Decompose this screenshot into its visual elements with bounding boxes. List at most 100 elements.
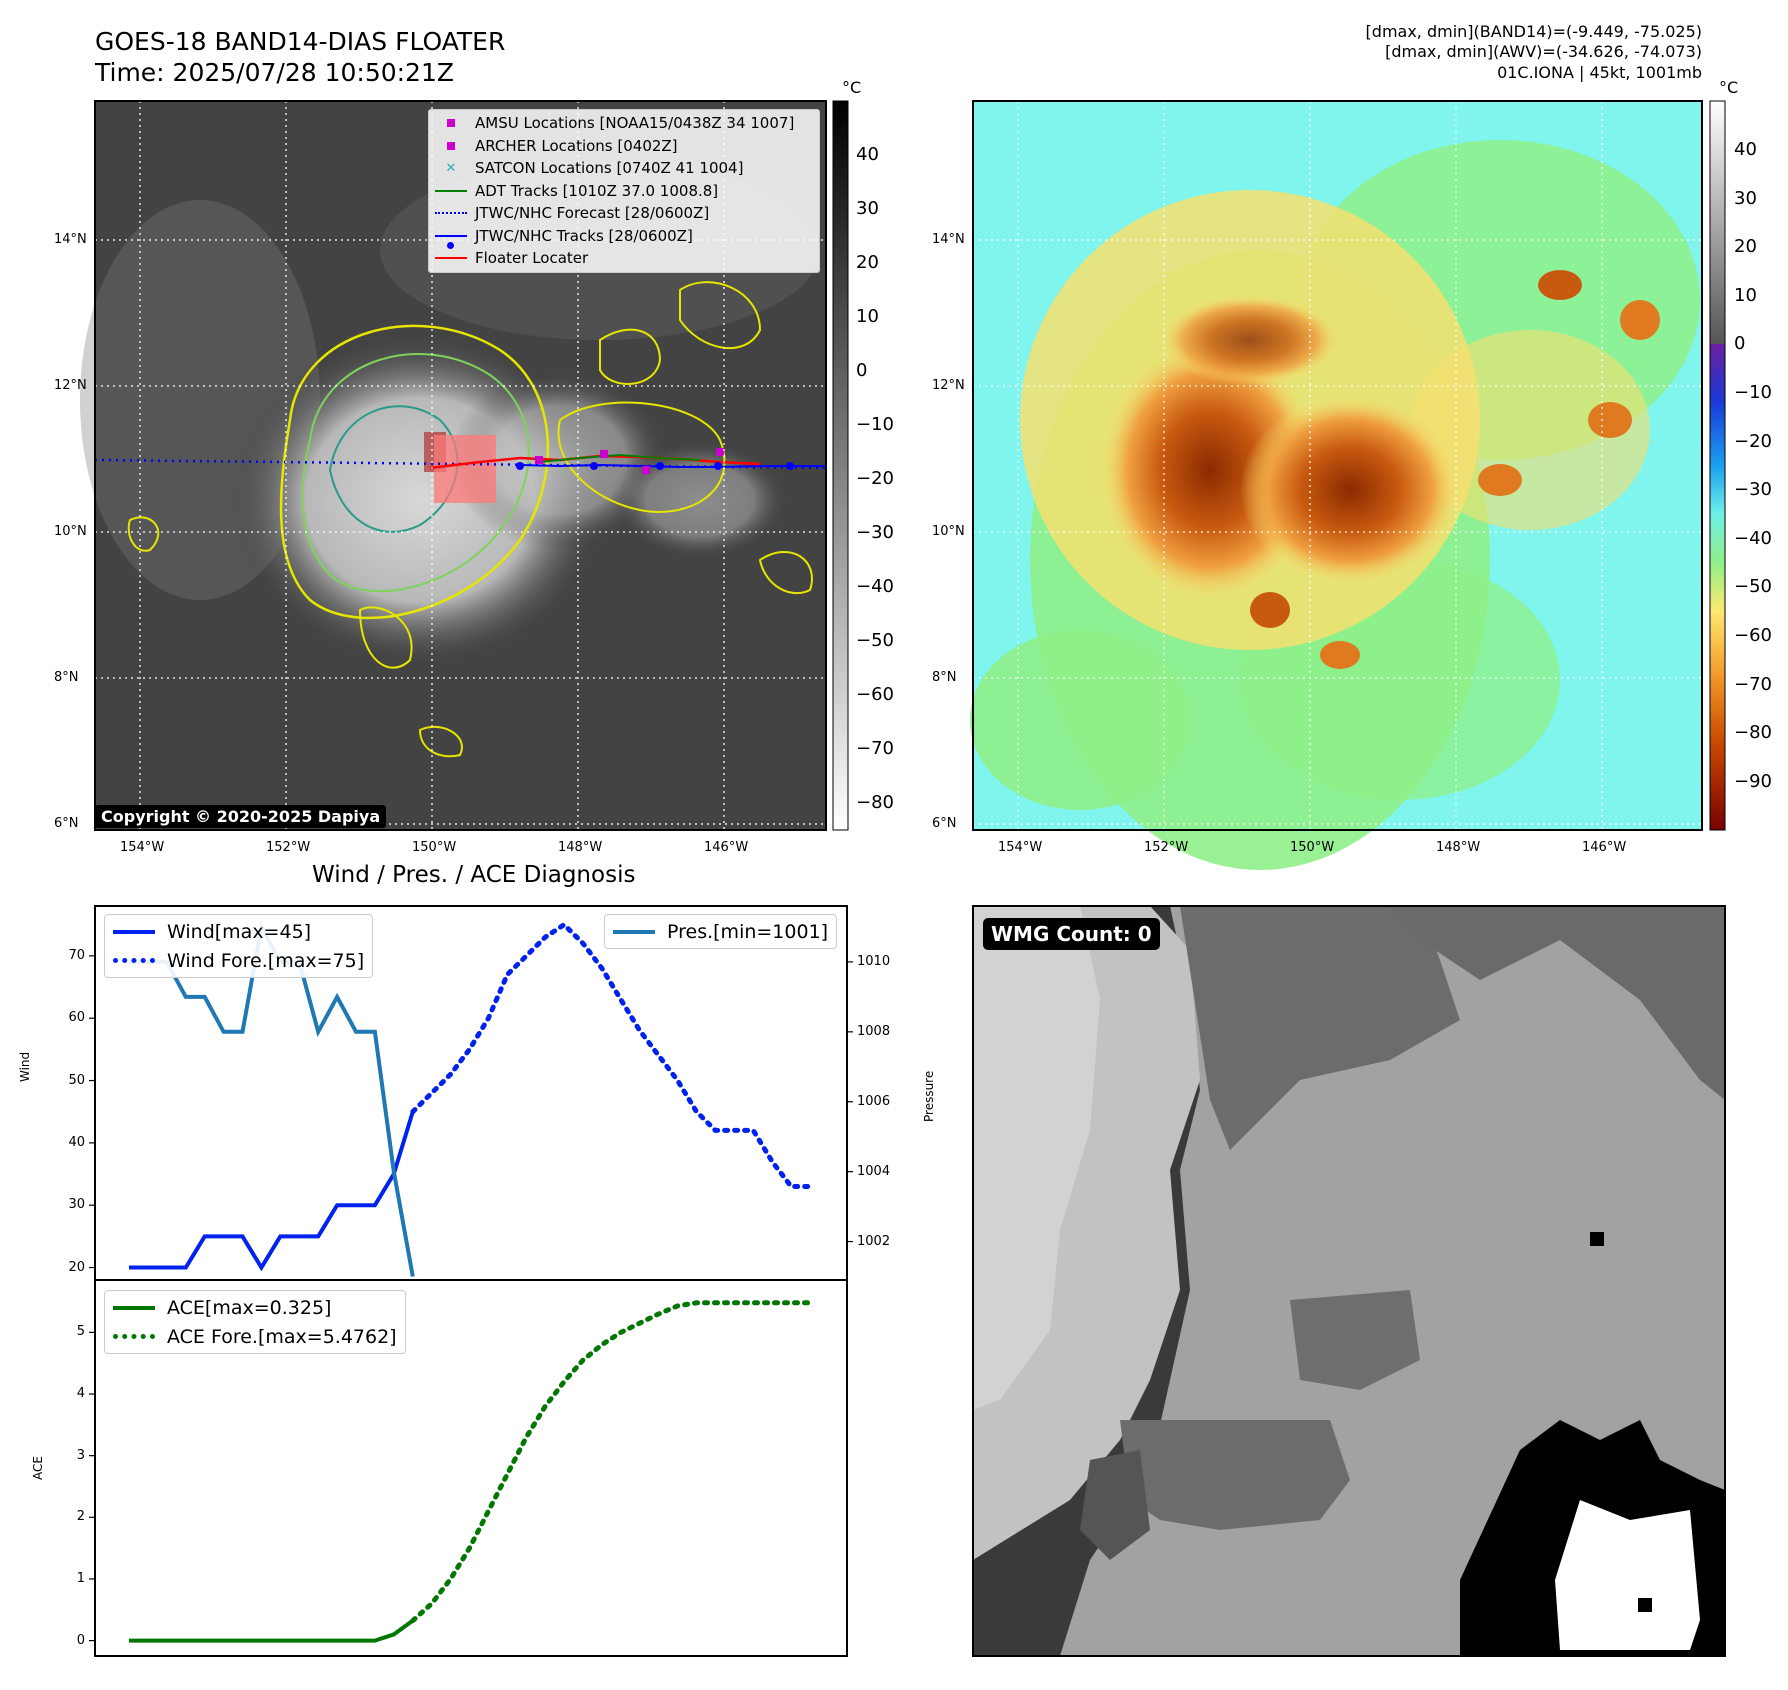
wind-axis-tick-label: 30 — [68, 1197, 85, 1213]
pressure-legend: Pres.[min=1001] — [604, 914, 838, 949]
blue-dotted-line-icon — [111, 958, 157, 963]
legend-label: SATCON Locations [0740Z 41 1004] — [475, 159, 744, 178]
ace-axis-tick-label: 1 — [76, 1570, 85, 1586]
ir-colorbar-tick-label: −80 — [856, 792, 894, 813]
ir-lon-label: 146°W — [704, 840, 749, 855]
ir-lon-label: 148°W — [558, 840, 603, 855]
awv-lat-label: 12°N — [932, 378, 965, 393]
legend-item-wind-forecast: Wind Fore.[max=75] — [105, 946, 364, 975]
ace-axis-label: ACE — [31, 1456, 45, 1480]
wind-series-layer — [129, 921, 813, 1272]
ir-lat-label: 10°N — [54, 524, 87, 539]
track-legend: AMSU Locations [NOAA15/0438Z 34 1007] AR… — [428, 109, 820, 273]
wind-axis-ticks — [89, 955, 95, 1269]
awv-colorbar-tick-label: −70 — [1734, 673, 1772, 695]
pressure-axis-tick-label: 1008 — [857, 1023, 891, 1039]
ir-lat-label: 14°N — [54, 232, 87, 247]
ir-lon-label: 154°W — [120, 840, 165, 855]
legend-item-pressure: Pres.[min=1001] — [605, 917, 828, 946]
info-line2: [dmax, dmin](AWV)=(-34.626, -74.073) — [1385, 42, 1702, 61]
wmg-count-badge: WMG Count: 0 — [983, 918, 1160, 950]
legend-item-tracks: JTWC/NHC Tracks [28/0600Z] — [429, 225, 819, 249]
awv-lat-label: 6°N — [932, 816, 957, 831]
ace-series-layer — [129, 1300, 813, 1643]
ace-axis-tick-label: 5 — [76, 1324, 85, 1340]
wind-axis-label: Wind — [18, 1051, 32, 1082]
awv-lon-label: 148°W — [1436, 840, 1481, 855]
pressure-axis-tick-label: 1002 — [857, 1233, 891, 1249]
copyright-badge: Copyright © 2020-2025 Dapiya — [95, 805, 387, 828]
ir-colorbar-tick-label: 40 — [856, 144, 879, 165]
ir-lon-label: 150°W — [412, 840, 457, 855]
awv-colorbar-tick-label: −50 — [1734, 576, 1772, 598]
awv-colorbar-tick-label: 0 — [1734, 333, 1746, 355]
green-dotted-line-icon — [111, 1334, 157, 1339]
legend-item-wind: Wind[max=45] — [105, 917, 364, 946]
ir-panel — [80, 100, 827, 831]
legend-item-archer: ARCHER Locations [0402Z] — [429, 135, 819, 158]
wind-line — [129, 1111, 415, 1272]
pressure-axis-label: Pressure — [922, 1070, 936, 1122]
teal-x-icon: ✕ — [445, 160, 457, 176]
ir-colorbar-tick-label: 20 — [856, 252, 879, 273]
wind-legend: Wind[max=45] Wind Fore.[max=75] — [104, 914, 374, 978]
legend-label: ACE Fore.[max=5.4762] — [167, 1325, 397, 1348]
legend-label: Wind Fore.[max=75] — [167, 949, 365, 972]
ir-lon-label: 152°W — [266, 840, 311, 855]
ir-lat-label: 6°N — [54, 816, 79, 831]
ir-colorbar-tick-label: 0 — [856, 360, 868, 381]
ir-colorbar-tick-label: −40 — [856, 576, 894, 597]
figure-title-line1: GOES-18 BAND14-DIAS FLOATER — [95, 27, 506, 56]
legend-item-ace-forecast: ACE Fore.[max=5.4762] — [105, 1322, 397, 1351]
awv-lon-label: 154°W — [998, 840, 1043, 855]
awv-lat-label: 14°N — [932, 232, 965, 247]
ir-colorbar-tick-label: 30 — [856, 198, 879, 219]
green-line-icon — [433, 189, 469, 192]
awv-colorbar-unit: °C — [1719, 78, 1739, 97]
legend-item-satcon: ✕ SATCON Locations [0740Z 41 1004] — [429, 157, 819, 180]
wind-axis-tick-label: 50 — [68, 1072, 85, 1088]
awv-colorbar-tick-label: −20 — [1734, 430, 1772, 452]
info-line3: 01C.IONA | 45kt, 1001mb — [1497, 63, 1702, 82]
diagnosis-title: Wind / Pres. / ACE Diagnosis — [312, 862, 636, 888]
legend-label: ACE[max=0.325] — [167, 1296, 332, 1319]
ir-colorbar-tick-label: 10 — [856, 306, 879, 327]
ace-axis-tick-label: 4 — [76, 1386, 85, 1402]
ir-colorbar-tick-label: −70 — [856, 738, 894, 759]
ace-axis-ticks — [89, 1331, 95, 1642]
ir-colorbar-tick-label: −10 — [856, 414, 894, 435]
ace-legend: ACE[max=0.325] ACE Fore.[max=5.4762] — [104, 1290, 406, 1354]
legend-label: ARCHER Locations [0402Z] — [475, 136, 678, 155]
awv-colorbar-tick-label: 10 — [1734, 284, 1757, 306]
ir-colorbar-tick-label: −50 — [856, 630, 894, 651]
pressure-axis-ticks — [847, 961, 853, 1243]
legend-item-adt: ADT Tracks [1010Z 37.0 1008.8] — [429, 180, 819, 203]
magenta-square-icon — [433, 119, 469, 128]
legend-item-amsu: AMSU Locations [NOAA15/0438Z 34 1007] — [429, 112, 819, 135]
wind-axis-tick-label: 70 — [68, 947, 85, 963]
awv-lat-label: 10°N — [932, 524, 965, 539]
pressure-axis-tick-label: 1006 — [857, 1093, 891, 1109]
ace-axis-tick-label: 0 — [76, 1632, 85, 1648]
wind-axis-tick-label: 40 — [68, 1134, 85, 1150]
wind-axis-tick-label: 60 — [68, 1010, 85, 1026]
green-solid-line-icon — [111, 1305, 157, 1310]
awv-colorbar-tick-label: 40 — [1734, 139, 1757, 160]
red-line-icon — [433, 257, 469, 260]
awv-colorbar-tick-label: −80 — [1734, 722, 1772, 744]
legend-label: ADT Tracks [1010Z 37.0 1008.8] — [475, 181, 719, 200]
legend-label: JTWC/NHC Forecast [28/0600Z] — [475, 204, 710, 223]
awv-colorbar-tick-label: 30 — [1734, 187, 1757, 209]
figure-title-line2: Time: 2025/07/28 10:50:21Z — [95, 58, 454, 87]
awv-lat-label: 8°N — [932, 670, 957, 685]
awv-colorbar-tick-label: 20 — [1734, 236, 1757, 258]
ace-axis-tick-label: 2 — [76, 1509, 85, 1525]
legend-item-floater: Floater Locater — [429, 247, 819, 270]
magenta-square-icon — [433, 141, 469, 150]
legend-label: Floater Locater — [475, 249, 589, 268]
awv-lon-label: 152°W — [1144, 840, 1189, 855]
ace-axis-tick-label: 3 — [76, 1447, 85, 1463]
blue-solid-line-icon — [111, 929, 157, 934]
awv-colorbar-tick-label: −40 — [1734, 527, 1772, 549]
legend-label: Pres.[min=1001] — [667, 920, 829, 943]
